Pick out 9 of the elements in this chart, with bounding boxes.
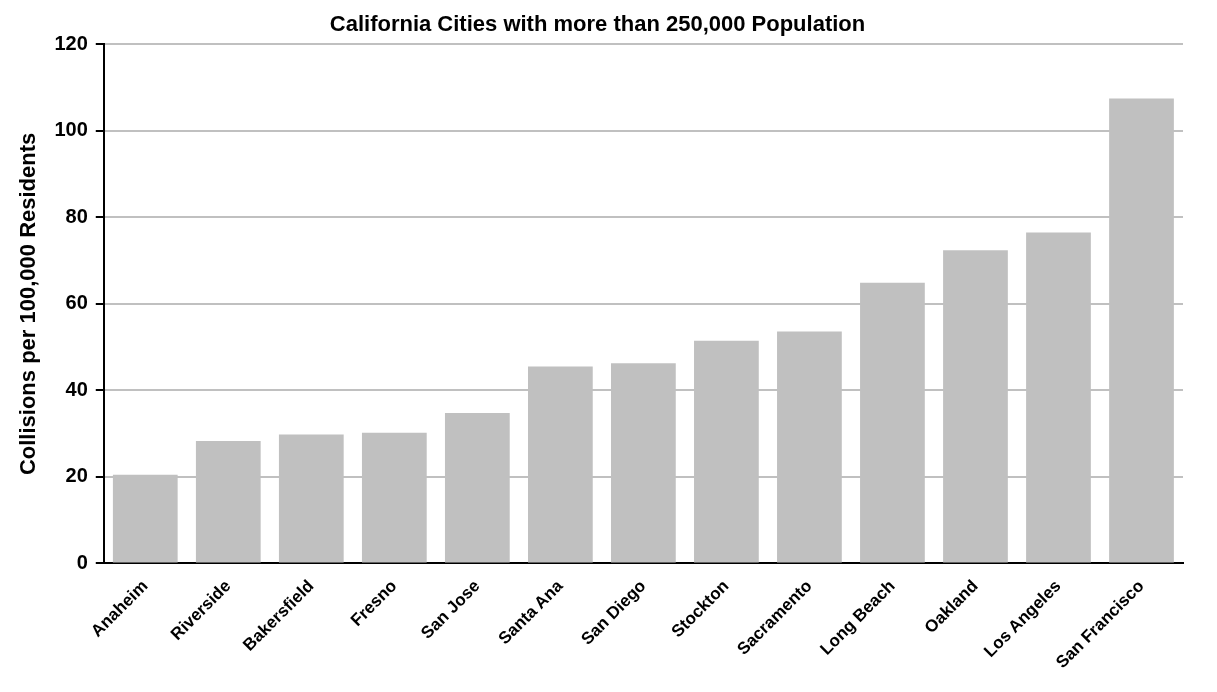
y-tick-label: 0 xyxy=(76,550,88,573)
y-tick-label: 60 xyxy=(65,291,88,314)
y-tick-label: 80 xyxy=(65,204,88,227)
y-tick-label: 120 xyxy=(54,31,88,54)
y-tick-label: 40 xyxy=(65,377,88,400)
y-tick-label: 100 xyxy=(54,118,88,141)
chart-title: California Cities with more than 250,000 Population xyxy=(329,11,866,37)
y-axis-title: Collisions per 100,000 Residents xyxy=(15,132,41,476)
y-tick-label: 20 xyxy=(65,464,88,487)
